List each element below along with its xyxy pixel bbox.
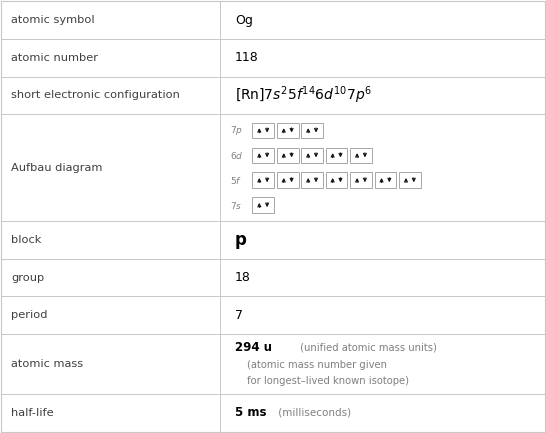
Text: group: group <box>11 273 44 283</box>
Text: 294 u: 294 u <box>235 341 272 354</box>
Text: 7: 7 <box>235 309 243 322</box>
Bar <box>252 172 274 188</box>
Text: Aufbau diagram: Aufbau diagram <box>11 163 103 173</box>
Bar <box>350 172 372 188</box>
Text: atomic number: atomic number <box>11 53 98 63</box>
Text: short electronic configuration: short electronic configuration <box>11 90 180 100</box>
Text: $6\mathit{d}$: $6\mathit{d}$ <box>229 150 243 161</box>
Bar <box>326 172 347 188</box>
Text: 118: 118 <box>235 51 259 64</box>
Text: p: p <box>235 231 247 249</box>
Text: (atomic mass number given: (atomic mass number given <box>247 360 387 370</box>
Bar <box>375 172 396 188</box>
Text: for longest–lived known isotope): for longest–lived known isotope) <box>247 376 409 386</box>
Bar <box>301 172 323 188</box>
Bar <box>326 148 347 163</box>
Text: $7\mathit{s}$: $7\mathit{s}$ <box>229 200 242 210</box>
Text: $7\mathit{p}$: $7\mathit{p}$ <box>229 124 242 137</box>
Text: atomic mass: atomic mass <box>11 359 84 369</box>
Text: half-life: half-life <box>11 408 54 418</box>
Bar <box>277 148 299 163</box>
Bar <box>301 123 323 138</box>
Text: period: period <box>11 310 48 320</box>
Text: (milliseconds): (milliseconds) <box>275 408 351 418</box>
Text: 18: 18 <box>235 271 251 284</box>
Text: $\mathrm{[Rn]7}s^{2}\mathrm{5}f^{14}\mathrm{6}d^{10}\mathrm{7}p^{6}$: $\mathrm{[Rn]7}s^{2}\mathrm{5}f^{14}\mat… <box>235 84 372 106</box>
Text: block: block <box>11 235 41 245</box>
Text: $5\mathit{f}$: $5\mathit{f}$ <box>229 174 241 186</box>
Bar <box>350 148 372 163</box>
Bar <box>252 123 274 138</box>
Text: atomic symbol: atomic symbol <box>11 15 95 25</box>
Bar <box>252 148 274 163</box>
Bar <box>277 172 299 188</box>
Text: (unified atomic mass units): (unified atomic mass units) <box>298 342 437 352</box>
Bar <box>301 148 323 163</box>
Text: Og: Og <box>235 14 253 27</box>
Text: 5 ms: 5 ms <box>235 406 266 419</box>
Bar <box>277 123 299 138</box>
Bar <box>399 172 421 188</box>
Bar <box>252 197 274 213</box>
